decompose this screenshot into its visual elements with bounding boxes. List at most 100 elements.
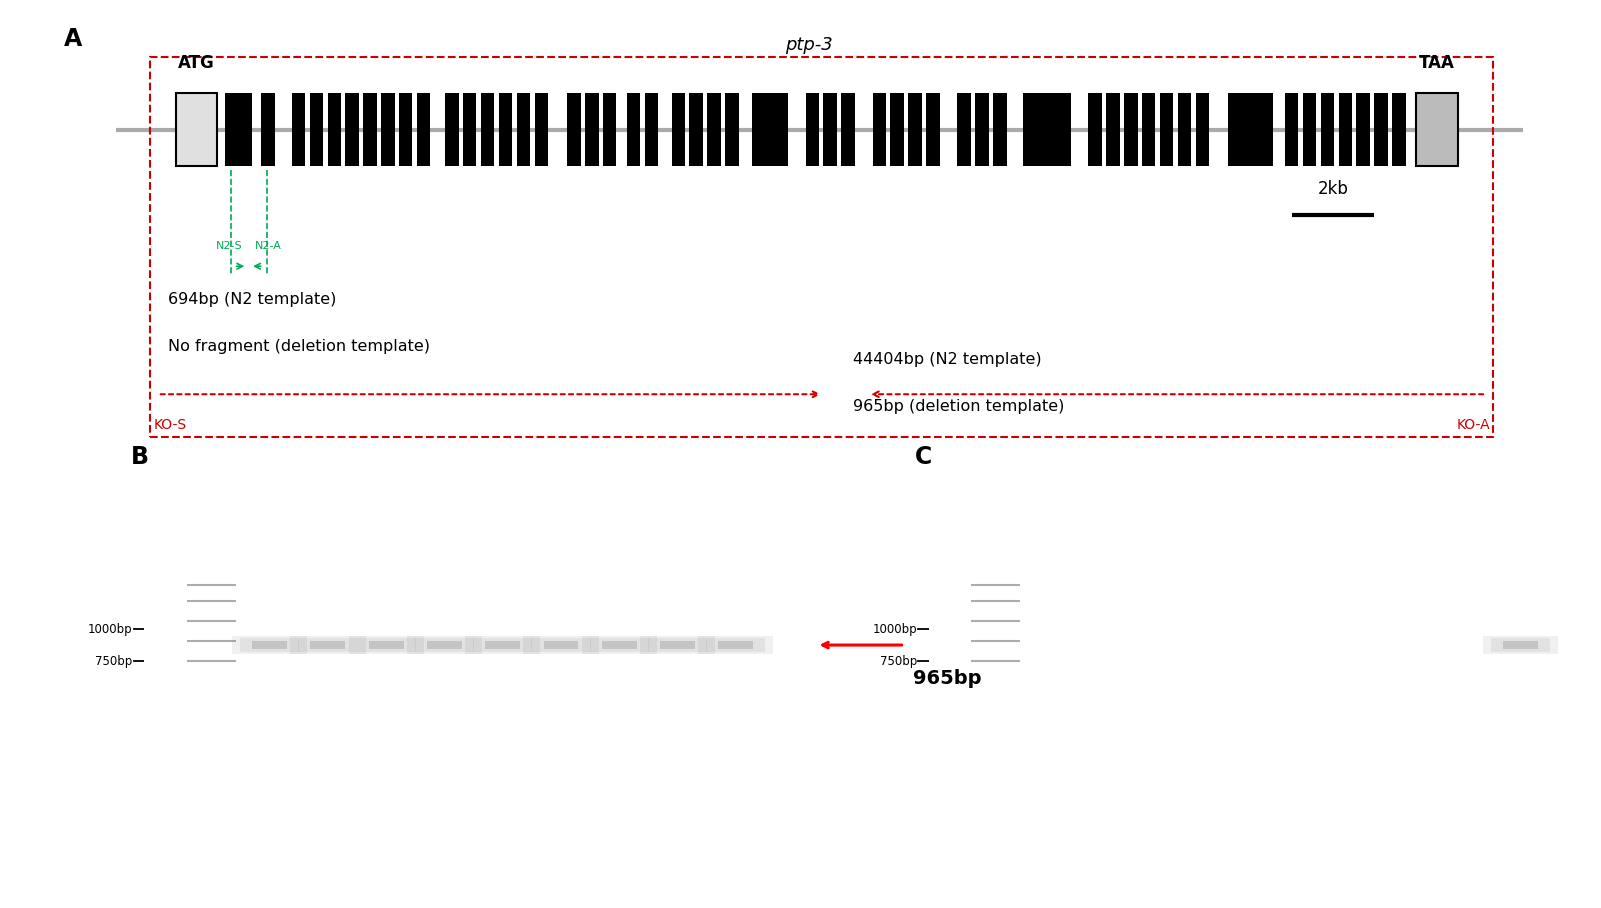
Bar <box>706 637 765 652</box>
Bar <box>261 94 275 166</box>
Text: 2kb: 2kb <box>1318 180 1348 198</box>
Text: 1000bp: 1000bp <box>88 623 133 636</box>
Bar <box>586 94 599 166</box>
Text: 694bp (N2 template): 694bp (N2 template) <box>168 291 336 307</box>
Bar <box>524 636 599 655</box>
Text: No fragment (deletion template): No fragment (deletion template) <box>168 339 431 354</box>
Bar <box>485 641 520 649</box>
Bar <box>1393 94 1406 166</box>
Text: 5: 5 <box>1282 522 1292 537</box>
Bar <box>1321 94 1334 166</box>
Text: 2: 2 <box>323 522 333 537</box>
Bar <box>1228 94 1273 166</box>
Bar <box>890 94 905 166</box>
Text: 8: 8 <box>672 522 682 537</box>
Text: 4: 4 <box>1225 522 1234 537</box>
Bar <box>957 94 970 166</box>
Bar <box>581 636 656 655</box>
Text: 3: 3 <box>1166 522 1175 537</box>
Bar <box>671 94 685 166</box>
Bar <box>567 94 581 166</box>
Bar <box>993 94 1007 166</box>
Bar <box>645 94 658 166</box>
Text: 965bp (deletion template): 965bp (deletion template) <box>853 399 1065 413</box>
Bar <box>1142 94 1156 166</box>
Bar <box>349 636 424 655</box>
Bar <box>1196 94 1209 166</box>
Bar <box>445 94 458 166</box>
Bar <box>407 636 482 655</box>
Bar <box>251 641 287 649</box>
Bar <box>535 94 548 166</box>
Bar <box>399 94 413 166</box>
Bar <box>1356 94 1370 166</box>
Bar <box>725 94 738 166</box>
Bar <box>602 641 637 649</box>
Bar <box>1178 94 1191 166</box>
Bar <box>925 94 940 166</box>
Bar <box>752 94 788 166</box>
Bar <box>648 637 708 652</box>
Text: TAA: TAA <box>1418 54 1455 72</box>
Text: 750bp: 750bp <box>881 655 917 667</box>
Bar <box>975 94 989 166</box>
Text: B: B <box>131 445 149 469</box>
Bar <box>381 94 394 166</box>
Text: 3: 3 <box>381 522 391 537</box>
Bar <box>368 641 403 649</box>
Bar <box>660 641 695 649</box>
Bar <box>628 94 640 166</box>
Bar <box>291 94 306 166</box>
Text: N2: N2 <box>725 522 746 537</box>
Text: 2: 2 <box>1108 522 1117 537</box>
Bar <box>1503 641 1539 649</box>
Bar <box>1089 94 1101 166</box>
Text: 7: 7 <box>615 522 624 537</box>
Bar <box>415 637 474 652</box>
Bar <box>290 636 365 655</box>
Text: ATG: ATG <box>178 54 215 72</box>
Bar <box>309 94 323 166</box>
Bar <box>1124 94 1138 166</box>
Bar <box>357 637 416 652</box>
Text: N2-S & N2-A PCR: N2-S & N2-A PCR <box>1194 832 1335 850</box>
Text: N2: N2 <box>1510 522 1531 537</box>
Bar <box>346 94 359 166</box>
Bar <box>176 94 218 166</box>
Text: 6: 6 <box>556 522 565 537</box>
Bar <box>224 94 251 166</box>
Text: KO-S: KO-S <box>154 418 186 431</box>
Bar <box>363 94 376 166</box>
Bar <box>474 637 532 652</box>
Text: 965bp: 965bp <box>913 669 981 688</box>
Text: KO-A: KO-A <box>1457 418 1491 431</box>
Text: ptp-3: ptp-3 <box>784 35 833 54</box>
Text: 750bp: 750bp <box>96 655 133 667</box>
Text: A: A <box>64 27 82 51</box>
Text: M: M <box>989 522 1002 537</box>
Bar <box>589 637 648 652</box>
Bar <box>298 637 357 652</box>
Text: N2-A: N2-A <box>255 242 282 252</box>
Bar <box>640 636 716 655</box>
Bar <box>150 57 1494 437</box>
Text: 44404bp (N2 template): 44404bp (N2 template) <box>853 351 1042 367</box>
Bar <box>823 94 837 166</box>
Bar <box>1159 94 1174 166</box>
Bar <box>240 637 299 652</box>
Text: 5: 5 <box>498 522 508 537</box>
Bar <box>841 94 855 166</box>
Bar <box>427 641 463 649</box>
Bar <box>1023 94 1071 166</box>
Bar <box>698 636 773 655</box>
Text: C: C <box>916 445 932 469</box>
Bar <box>1483 636 1558 655</box>
Bar <box>690 94 703 166</box>
Text: 1000bp: 1000bp <box>873 623 917 636</box>
Bar <box>464 636 541 655</box>
Bar <box>604 94 616 166</box>
Bar <box>873 94 885 166</box>
Bar <box>416 94 431 166</box>
Text: 1: 1 <box>1049 522 1058 537</box>
Text: 6: 6 <box>1340 522 1350 537</box>
